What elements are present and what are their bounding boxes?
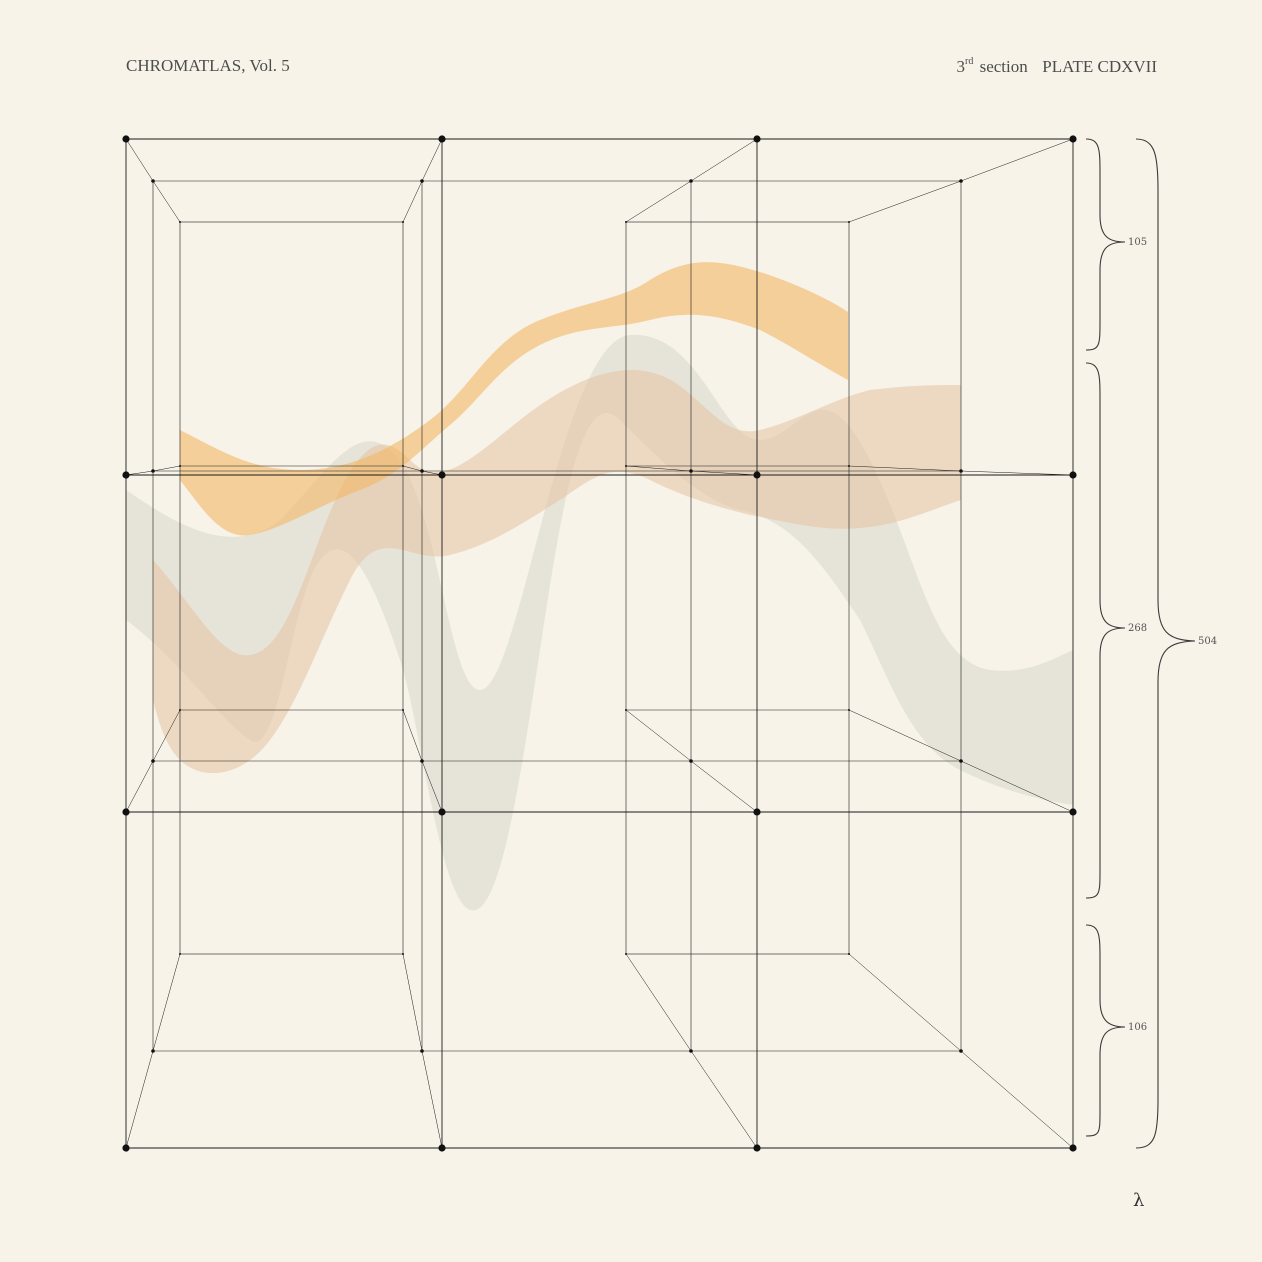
brace-total <box>1135 138 1196 1149</box>
perspective-connectors <box>125 138 1074 1149</box>
plate-heading: 3rd section PLATE CDXVII <box>957 56 1158 77</box>
brace-middle <box>1085 362 1126 899</box>
grid-nodes <box>122 135 1077 1152</box>
section-suffix: rd <box>965 56 974 67</box>
brace-label-middle: 268 <box>1128 623 1147 634</box>
outer-nodes <box>122 135 1077 1152</box>
middle-nodes <box>151 179 963 1053</box>
brace-label-total: 504 <box>1198 636 1217 647</box>
section-word: section <box>979 57 1028 76</box>
brace-label-top: 105 <box>1128 237 1147 248</box>
wireframe <box>125 138 1074 1149</box>
section-number: 3 <box>956 57 966 76</box>
plate-number: PLATE CDXVII <box>1042 57 1157 76</box>
inner-frames <box>179 221 850 955</box>
inner-nodes <box>179 221 850 955</box>
brace-bottom <box>1085 924 1126 1137</box>
color-bands <box>126 262 1073 911</box>
dimension-braces <box>1085 138 1196 1149</box>
lambda-symbol: λ <box>1133 1190 1145 1211</box>
brace-labels: 105 268 106 504 <box>1128 237 1217 1033</box>
brace-label-bottom: 106 <box>1128 1022 1147 1033</box>
outer-grid <box>125 138 1074 1149</box>
atlas-title: CHROMATLAS, Vol. 5 <box>126 56 290 75</box>
brace-top <box>1085 138 1126 351</box>
middle-grid <box>152 180 962 1052</box>
orange-band <box>180 262 848 536</box>
